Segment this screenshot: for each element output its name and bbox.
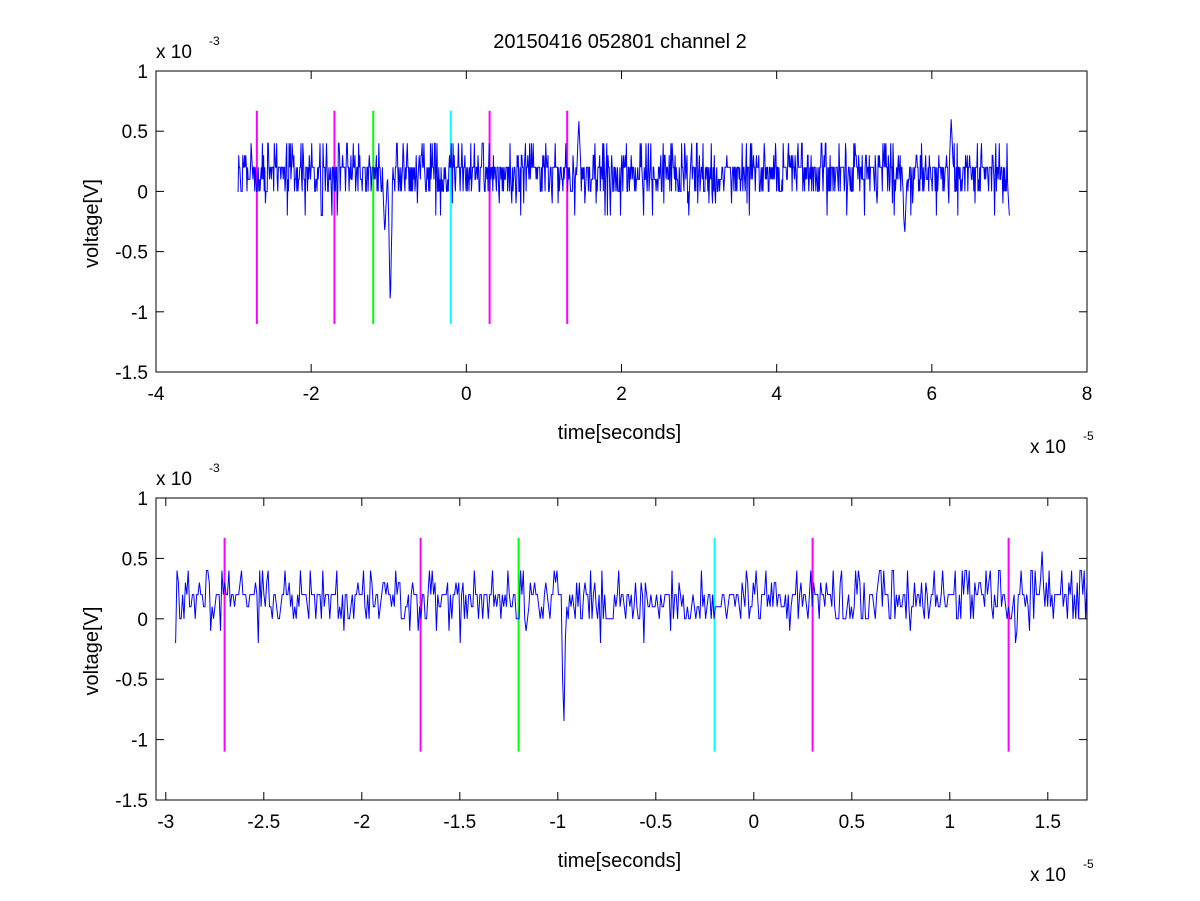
signal-series-line: [175, 551, 1088, 722]
x-tick-label: -1.5: [443, 812, 476, 833]
bottom-subplot-x-multiplier: x 10: [1030, 865, 1066, 886]
x-tick-label: -2.5: [247, 812, 280, 833]
bottom-subplot-y-exponent: x 10 -3: [156, 461, 220, 490]
top-subplot-markers: [255, 110, 569, 324]
y-tick-label: 0: [137, 182, 148, 203]
x-tick-label: -2: [303, 384, 320, 405]
y-tick-label: -0.5: [115, 243, 148, 264]
x-tick-label: 8: [1082, 384, 1093, 405]
signal-series-line: [237, 119, 1010, 299]
top-subplot-x-axis-label: time[seconds]: [558, 422, 681, 444]
y-tick-label: 0.5: [122, 549, 148, 570]
top-subplot-y-exponent-value: -3: [209, 34, 220, 48]
bottom-subplot-markers: [223, 537, 1010, 752]
y-tick-label: 0.5: [122, 122, 148, 143]
bottom-subplot-signal: [175, 551, 1088, 722]
bottom-subplot: -3 -2.5 -2 -1.5 -1 -0.5 0 0.5 1 1.5 -1.5 -1 -0.5 0 0.…: [81, 461, 1094, 886]
top-subplot-x-exponent: x 10 -5: [1030, 429, 1094, 458]
x-tick-label: -2: [353, 812, 370, 833]
top-subplot-signal: [237, 119, 1010, 299]
x-tick-label: 0: [749, 812, 760, 833]
top-subplot-x-ticks: -4 -2 0 2 4 6 8: [148, 71, 1093, 405]
top-subplot-x-multiplier: x 10: [1030, 437, 1066, 458]
y-tick-label: -1: [131, 303, 148, 324]
top-subplot-x-exponent-value: -5: [1083, 429, 1094, 443]
x-tick-label: 2: [616, 384, 627, 405]
y-tick-label: -1.5: [115, 791, 148, 812]
x-tick-label: 6: [927, 384, 938, 405]
bottom-subplot-x-axis-label: time[seconds]: [558, 850, 681, 872]
x-tick-label: -3: [157, 812, 174, 833]
top-subplot: -4 -2 0 2 4 6 8 -1.5-1-0.500.51 time[seconds] …: [81, 34, 1094, 458]
top-subplot-y-axis-label: voltage[V]: [81, 179, 103, 268]
bottom-subplot-y-ticks: -1.5 -1 -0.5 0 0.5 1: [115, 489, 1087, 812]
x-tick-label: 1.5: [1035, 812, 1061, 833]
top-subplot-y-multiplier: x 10: [156, 42, 192, 63]
y-tick-label: 1: [137, 489, 148, 510]
bottom-subplot-axes-frame: [155, 497, 1088, 801]
y-tick-label: -0.5: [115, 670, 148, 691]
y-tick-label: -1.5: [115, 363, 148, 384]
x-tick-label: 1: [945, 812, 956, 833]
bottom-subplot-y-exponent-value: -3: [209, 461, 220, 475]
x-tick-label: -1: [549, 812, 566, 833]
top-subplot-y-exponent: x 10 -3: [156, 34, 220, 63]
x-tick-label: -4: [148, 384, 165, 405]
y-tick-label: 0: [137, 610, 148, 631]
x-tick-label: -0.5: [639, 812, 672, 833]
bottom-subplot-x-ticks: -3 -2.5 -2 -1.5 -1 -0.5 0 0.5 1 1.5: [157, 498, 1061, 833]
x-tick-label: 0: [461, 384, 472, 405]
bottom-subplot-x-exponent-value: -5: [1083, 857, 1094, 871]
figure-title: 20150416 052801 channel 2: [493, 31, 747, 53]
y-tick-label: 1: [137, 62, 148, 83]
y-tick-label: -1: [131, 731, 148, 752]
bottom-subplot-y-axis-label: voltage[V]: [81, 607, 103, 696]
bottom-subplot-x-exponent: x 10 -5: [1030, 857, 1094, 886]
bottom-subplot-y-multiplier: x 10: [156, 469, 192, 490]
top-subplot-y-ticks: -1.5 -1 -0.5 0 0.5 1: [115, 62, 1087, 384]
x-tick-label: 0.5: [839, 812, 865, 833]
x-tick-label: 4: [771, 384, 782, 405]
